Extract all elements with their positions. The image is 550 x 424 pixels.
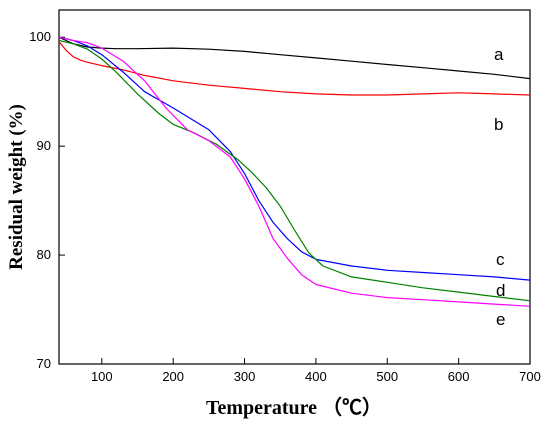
series-label-d: d — [496, 281, 505, 300]
series-label-e: e — [496, 310, 505, 329]
y-tick-label: 70 — [37, 356, 51, 371]
y-tick-label: 100 — [29, 29, 51, 44]
series-line-d — [58, 39, 531, 302]
series-line-b — [58, 41, 531, 96]
y-tick-label: 80 — [37, 247, 51, 262]
series-line-c — [58, 36, 531, 281]
x-tick-label: 600 — [448, 369, 470, 384]
x-tick-label: 400 — [305, 369, 327, 384]
x-tick-label: 700 — [519, 369, 541, 384]
plot-frame — [58, 9, 531, 365]
x-axis-title: Temperature （℃） — [206, 396, 382, 419]
y-axis-title: Residual weight (%) — [6, 104, 27, 270]
ticks-layer: 100 200 300 400 500 600 700 70 80 90 100 — [29, 29, 541, 384]
y-tick-label: 90 — [37, 138, 51, 153]
labels-layer: a b cde — [494, 45, 505, 329]
series-line-a — [58, 36, 531, 80]
x-tick-label: 500 — [376, 369, 398, 384]
series-line-e — [58, 36, 531, 307]
x-tick-label: 100 — [91, 369, 113, 384]
x-tick-label: 300 — [234, 369, 256, 384]
series-label-b: b — [494, 115, 503, 134]
x-tick-label: 200 — [162, 369, 184, 384]
series-label-a: a — [494, 45, 504, 64]
series-label-c: c — [496, 250, 505, 269]
series-layer — [58, 36, 531, 307]
